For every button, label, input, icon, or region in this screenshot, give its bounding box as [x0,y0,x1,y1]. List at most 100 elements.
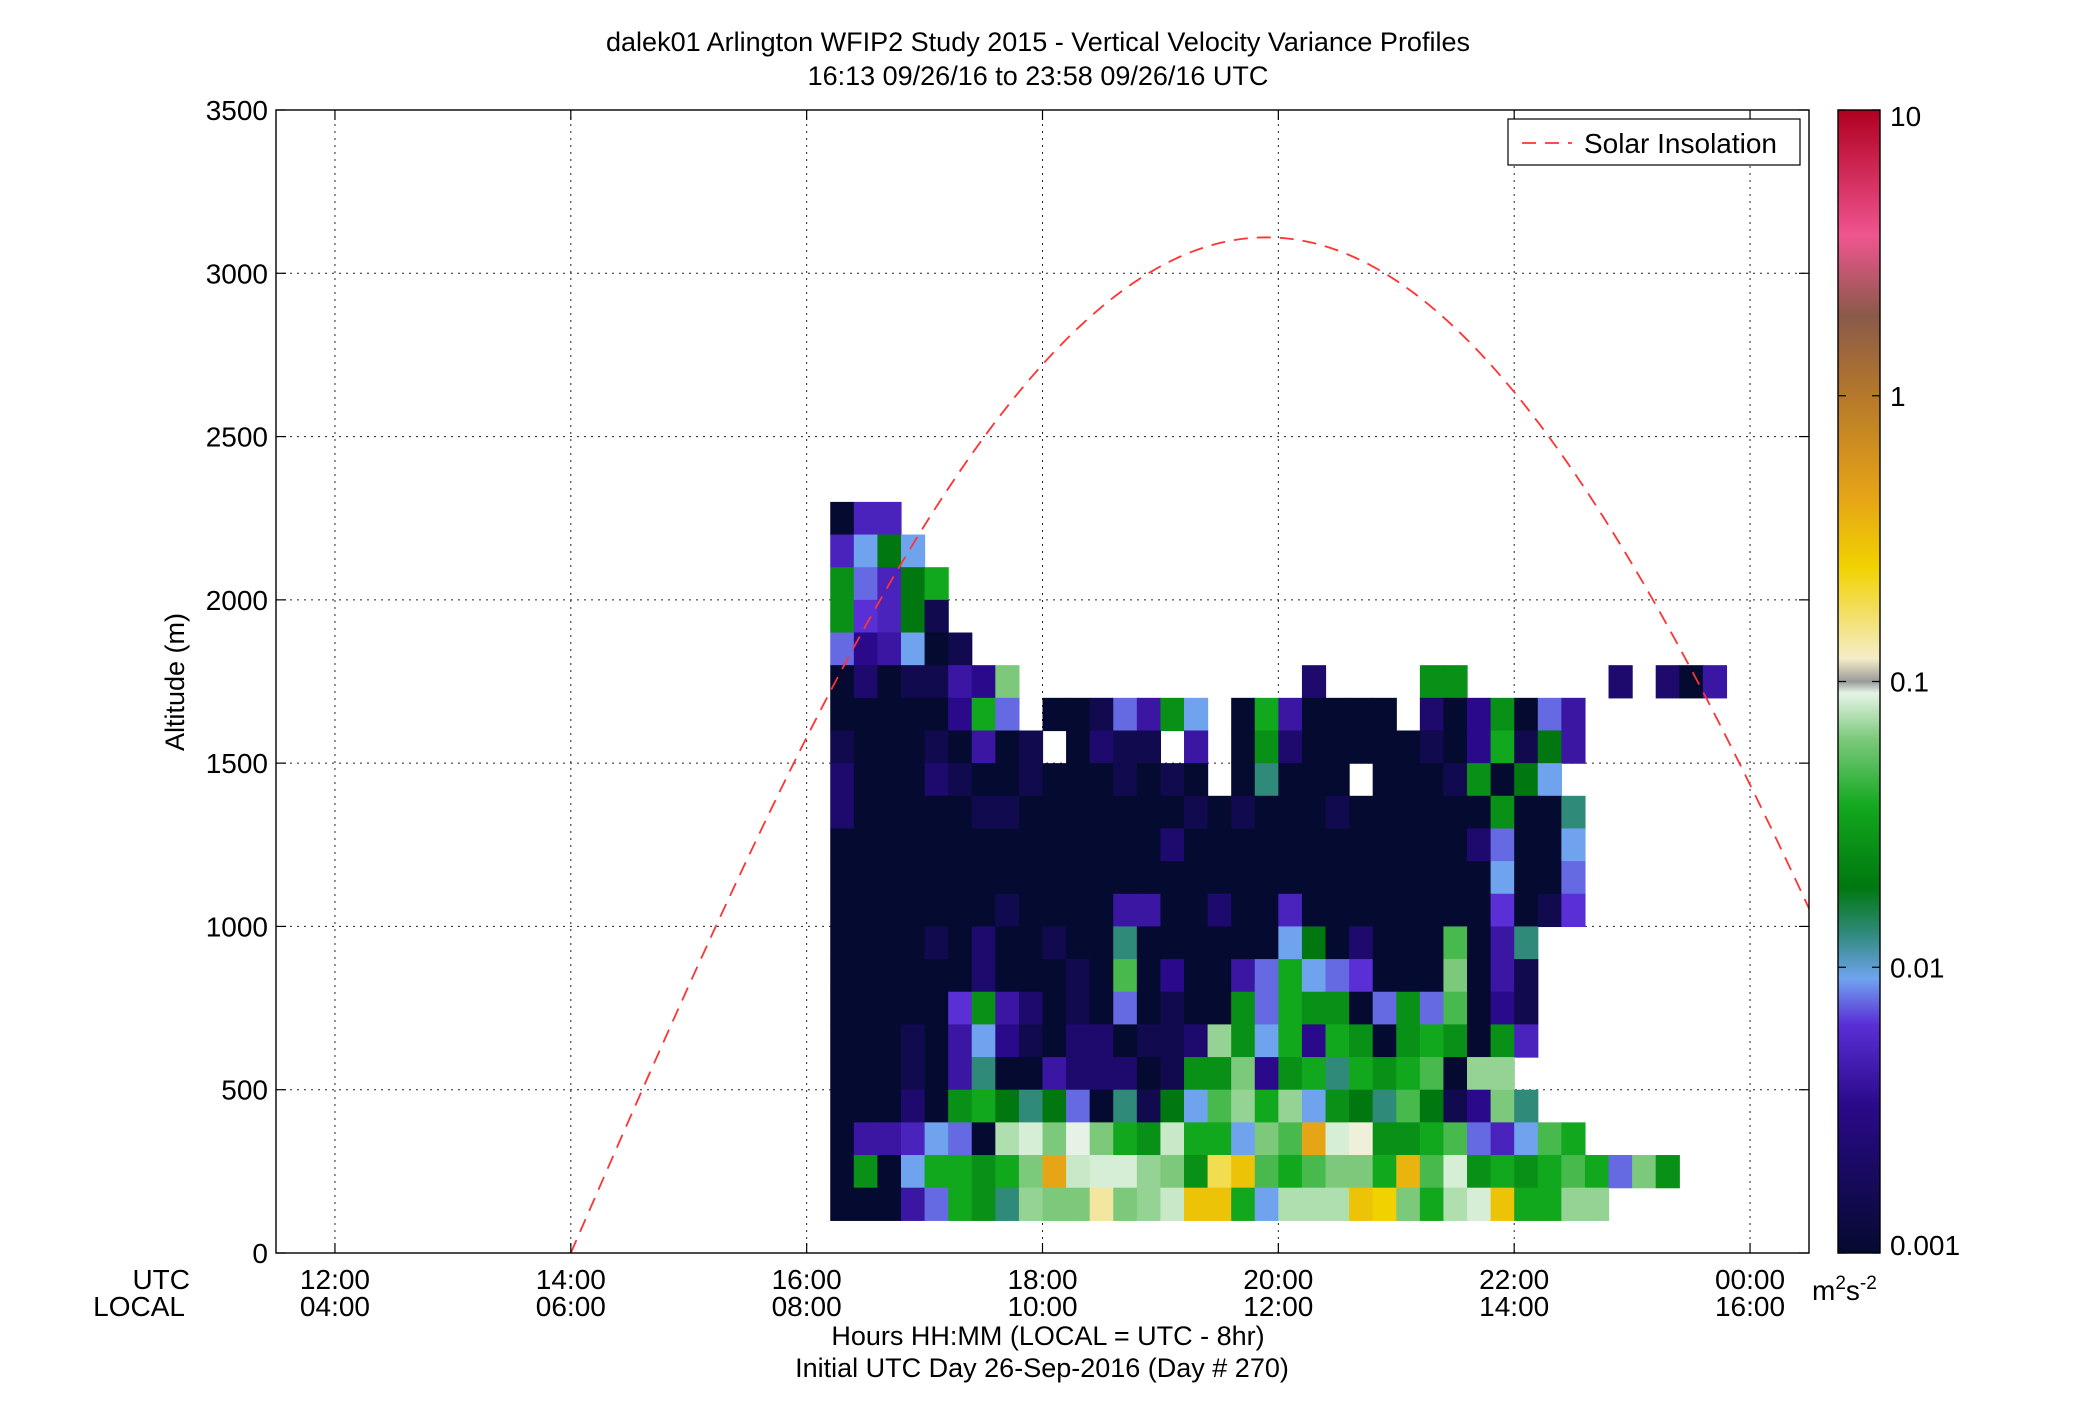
heatmap-cell [1018,828,1044,862]
x-tick-label-utc: 16:00 [772,1264,842,1295]
heatmap-cell [1254,1187,1279,1221]
heatmap-cell [1278,1057,1303,1091]
heatmap-cell [1514,1122,1539,1156]
heatmap-cell [1419,861,1445,895]
heatmap-cell [1042,763,1067,797]
heatmap-cell [1349,1155,1374,1189]
heatmap-cell [924,861,949,895]
heatmap-cell [1160,926,1185,960]
heatmap-cell [1443,1089,1468,1123]
heatmap-cell [853,1155,878,1189]
heatmap-cell [900,599,926,634]
heatmap-cell [1207,959,1232,993]
heatmap-cell [1018,959,1044,993]
heatmap-cell [971,1187,996,1221]
heatmap-cell [1396,795,1421,830]
heatmap-cell [1160,828,1185,862]
heatmap-cell [1160,763,1185,797]
heatmap-cell [1207,1024,1232,1058]
x-tick-label-utc: 20:00 [1243,1264,1313,1295]
heatmap-cell [830,534,855,568]
heatmap-cell [1113,959,1138,993]
heatmap-cell [1679,665,1704,699]
heatmap-cell [1396,1089,1421,1123]
heatmap-cell [1349,730,1374,764]
heatmap-cell [877,828,902,862]
heatmap-cell [1231,828,1256,862]
heatmap-cell [995,991,1020,1025]
heatmap-cell [1207,991,1232,1025]
heatmap-cell [948,1122,973,1156]
heatmap-cell [1278,1155,1303,1189]
x-tick-label-utc: 14:00 [536,1264,606,1295]
heatmap-cell [924,665,949,699]
heatmap-cell [1325,926,1350,960]
heatmap-cell [1419,959,1445,993]
heatmap-cell [1042,1057,1067,1091]
heatmap-cell [853,632,878,666]
heatmap-cell [830,1024,855,1058]
x-tick-label-local: 12:00 [1243,1291,1313,1322]
y-tick-label: 2000 [206,585,268,616]
heatmap-cell [853,991,878,1025]
heatmap-cell [1042,697,1067,732]
heatmap-cell [853,697,878,732]
heatmap-cell [1467,763,1492,797]
heatmap-cell [1042,1155,1067,1189]
heatmap-cell [830,501,855,536]
heatmap-cell [948,926,973,960]
heatmap-cell [1514,795,1539,830]
heatmap-cell [1231,1024,1256,1058]
heatmap-cell [1160,1057,1185,1091]
heatmap-cell [1136,861,1162,895]
heatmap-cell [1278,1122,1303,1156]
heatmap-cell [1349,1057,1374,1091]
heatmap-cell [830,893,855,928]
heatmap-cell [900,828,926,862]
heatmap-cell [1514,1187,1539,1221]
heatmap-cells [830,501,1728,1221]
heatmap-cell [1184,730,1209,764]
heatmap-cell [900,534,926,568]
heatmap-cell [877,730,902,764]
heatmap-cell [853,1089,878,1123]
colorbar-unit: m2s-2 [1812,1273,1877,1306]
heatmap-cell [1514,991,1539,1025]
unit-exp-minus-2: -2 [1860,1273,1877,1294]
heatmap-cell [1561,730,1586,764]
heatmap-cell [1349,795,1374,830]
heatmap-cell [1349,991,1374,1025]
heatmap-cell [1254,1089,1279,1123]
heatmap-cell [1113,1122,1138,1156]
heatmap-cell [900,1122,926,1156]
heatmap-cell [1113,1089,1138,1123]
heatmap-cell [1066,991,1091,1025]
heatmap-cell [1136,926,1162,960]
heatmap-cell [1207,1089,1232,1123]
heatmap-cell [1042,1024,1067,1058]
heatmap-cell [1018,795,1044,830]
heatmap-cell [1231,1187,1256,1221]
heatmap-cell [1301,926,1327,960]
heatmap-cell [948,632,973,666]
heatmap-cell [877,665,902,699]
heatmap-cell [1254,1024,1279,1058]
heatmap-cell [1372,1122,1397,1156]
heatmap-cell [853,1057,878,1091]
heatmap-cell [1018,763,1044,797]
heatmap-cell [900,1155,926,1189]
heatmap-cell [1514,926,1539,960]
heatmap-cell [1514,893,1539,928]
heatmap-cell [853,534,878,568]
heatmap-cell [1136,795,1162,830]
heatmap-cell [1160,1122,1185,1156]
heatmap-cell [1301,1122,1327,1156]
heatmap-cell [877,926,902,960]
x-tick-label-local: 08:00 [772,1291,842,1322]
heatmap-cell [1443,697,1468,732]
heatmap-cell [1018,991,1044,1025]
heatmap-cell [900,1187,926,1221]
heatmap-cell [995,1057,1020,1091]
heatmap-cell [1467,893,1492,928]
heatmap-cell [1089,1057,1114,1091]
